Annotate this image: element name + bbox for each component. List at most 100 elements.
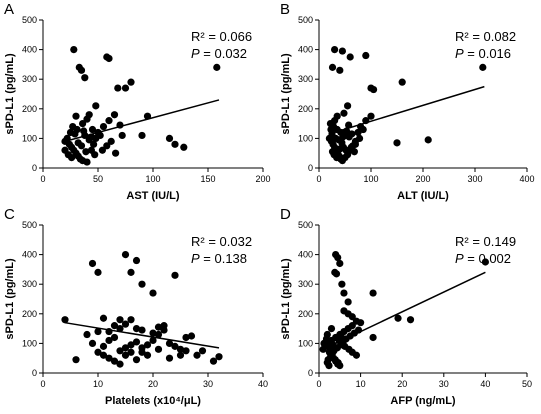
data-point	[327, 125, 335, 134]
data-point	[116, 316, 124, 324]
data-point	[77, 66, 86, 74]
data-point	[132, 256, 141, 265]
data-point	[132, 356, 141, 364]
data-point	[107, 137, 115, 145]
data-point	[160, 322, 168, 330]
y-tick-label: 200	[22, 104, 37, 114]
data-point	[154, 330, 163, 339]
data-point	[80, 127, 88, 135]
p-value: = 0.138	[200, 251, 247, 266]
data-point	[369, 333, 377, 342]
x-tick-label: 40	[258, 379, 268, 389]
y-axis-title: sPD-L1 (pg/mL)	[280, 53, 292, 135]
data-point	[127, 348, 135, 356]
data-point	[72, 356, 80, 364]
x-tick-label: 100	[145, 174, 160, 184]
data-point	[176, 345, 185, 353]
r-squared-label: R² = 0.066	[191, 29, 252, 44]
y-tick-label: 500	[298, 220, 313, 230]
data-point	[369, 289, 377, 297]
data-point	[340, 109, 348, 117]
p-value-label: P = 0.002	[455, 251, 511, 266]
regression-line	[64, 321, 220, 349]
data-point	[367, 112, 375, 120]
data-point	[348, 130, 356, 138]
data-point	[320, 339, 328, 347]
data-point	[110, 322, 119, 330]
y-tick-label: 0	[308, 163, 313, 173]
data-point	[165, 134, 174, 142]
data-point	[94, 268, 102, 276]
x-tick-label: 30	[203, 379, 213, 389]
data-point	[116, 347, 124, 355]
data-point	[357, 319, 365, 327]
regression-line	[64, 99, 220, 143]
x-tick-label: 0	[40, 174, 45, 184]
x-tick-label: 20	[148, 379, 158, 389]
data-point	[143, 341, 152, 349]
data-point	[209, 357, 218, 365]
panel-letter: C	[4, 206, 15, 223]
x-axis-title: AST (IU/L)	[126, 190, 179, 202]
r-squared-label: R² = 0.032	[191, 234, 252, 249]
data-point	[110, 357, 119, 365]
data-point	[90, 140, 98, 148]
y-axis-title: sPD-L1 (pg/mL)	[4, 53, 16, 135]
data-point	[110, 111, 119, 119]
x-tick-label: 100	[363, 174, 378, 184]
data-point	[215, 353, 223, 361]
data-point	[83, 158, 91, 166]
data-point	[114, 84, 122, 92]
x-tick-label: 0	[316, 174, 321, 184]
data-point	[350, 148, 358, 156]
data-point	[336, 145, 344, 153]
data-point	[99, 314, 108, 322]
y-tick-label: 100	[298, 133, 313, 143]
data-point	[77, 142, 86, 150]
data-point	[73, 125, 81, 134]
data-point	[94, 348, 102, 356]
data-point	[70, 46, 78, 54]
data-point	[92, 102, 100, 110]
data-point	[182, 333, 190, 342]
data-point	[339, 133, 347, 141]
x-tick-label: 200	[415, 174, 430, 184]
y-tick-label: 100	[22, 133, 37, 143]
data-point	[127, 341, 135, 349]
data-point	[328, 63, 337, 71]
data-point	[116, 360, 124, 368]
data-point	[213, 63, 221, 71]
data-point	[355, 134, 364, 142]
data-point	[331, 46, 339, 54]
y-tick-label: 100	[298, 338, 313, 348]
data-point	[121, 344, 130, 352]
data-point	[481, 258, 489, 266]
data-point	[127, 268, 135, 276]
data-point	[105, 336, 113, 345]
y-tick-label: 300	[22, 74, 37, 84]
data-point	[118, 131, 126, 140]
data-point	[99, 342, 108, 350]
data-point	[103, 142, 111, 150]
p-value: = 0.002	[464, 251, 511, 266]
y-tick-label: 400	[22, 45, 37, 55]
x-axis-title: ALT (IU/L)	[397, 190, 449, 202]
panel-letter: B	[280, 1, 290, 18]
data-point	[83, 115, 91, 123]
data-point	[105, 54, 113, 63]
data-point	[359, 125, 367, 134]
p-value: = 0.016	[464, 46, 511, 61]
data-point	[99, 351, 108, 359]
p-symbol: P	[191, 251, 200, 266]
data-point	[88, 339, 97, 347]
data-point	[336, 66, 344, 74]
y-axis-title: sPD-L1 (pg/mL)	[4, 258, 16, 340]
data-point	[398, 78, 406, 86]
x-tick-label: 150	[200, 174, 215, 184]
regression-line	[322, 271, 486, 350]
data-point	[344, 298, 352, 306]
data-point	[99, 122, 108, 131]
x-axis-title: AFP (ng/mL)	[390, 395, 456, 407]
data-point	[393, 139, 401, 147]
data-point	[105, 117, 113, 125]
